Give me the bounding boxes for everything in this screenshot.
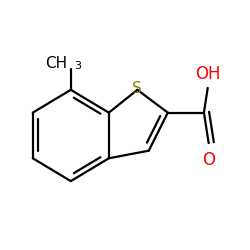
Text: O: O	[202, 151, 215, 169]
Text: S: S	[132, 81, 142, 96]
Text: OH: OH	[195, 65, 220, 83]
Text: 3: 3	[74, 60, 82, 70]
Text: CH: CH	[45, 56, 67, 71]
